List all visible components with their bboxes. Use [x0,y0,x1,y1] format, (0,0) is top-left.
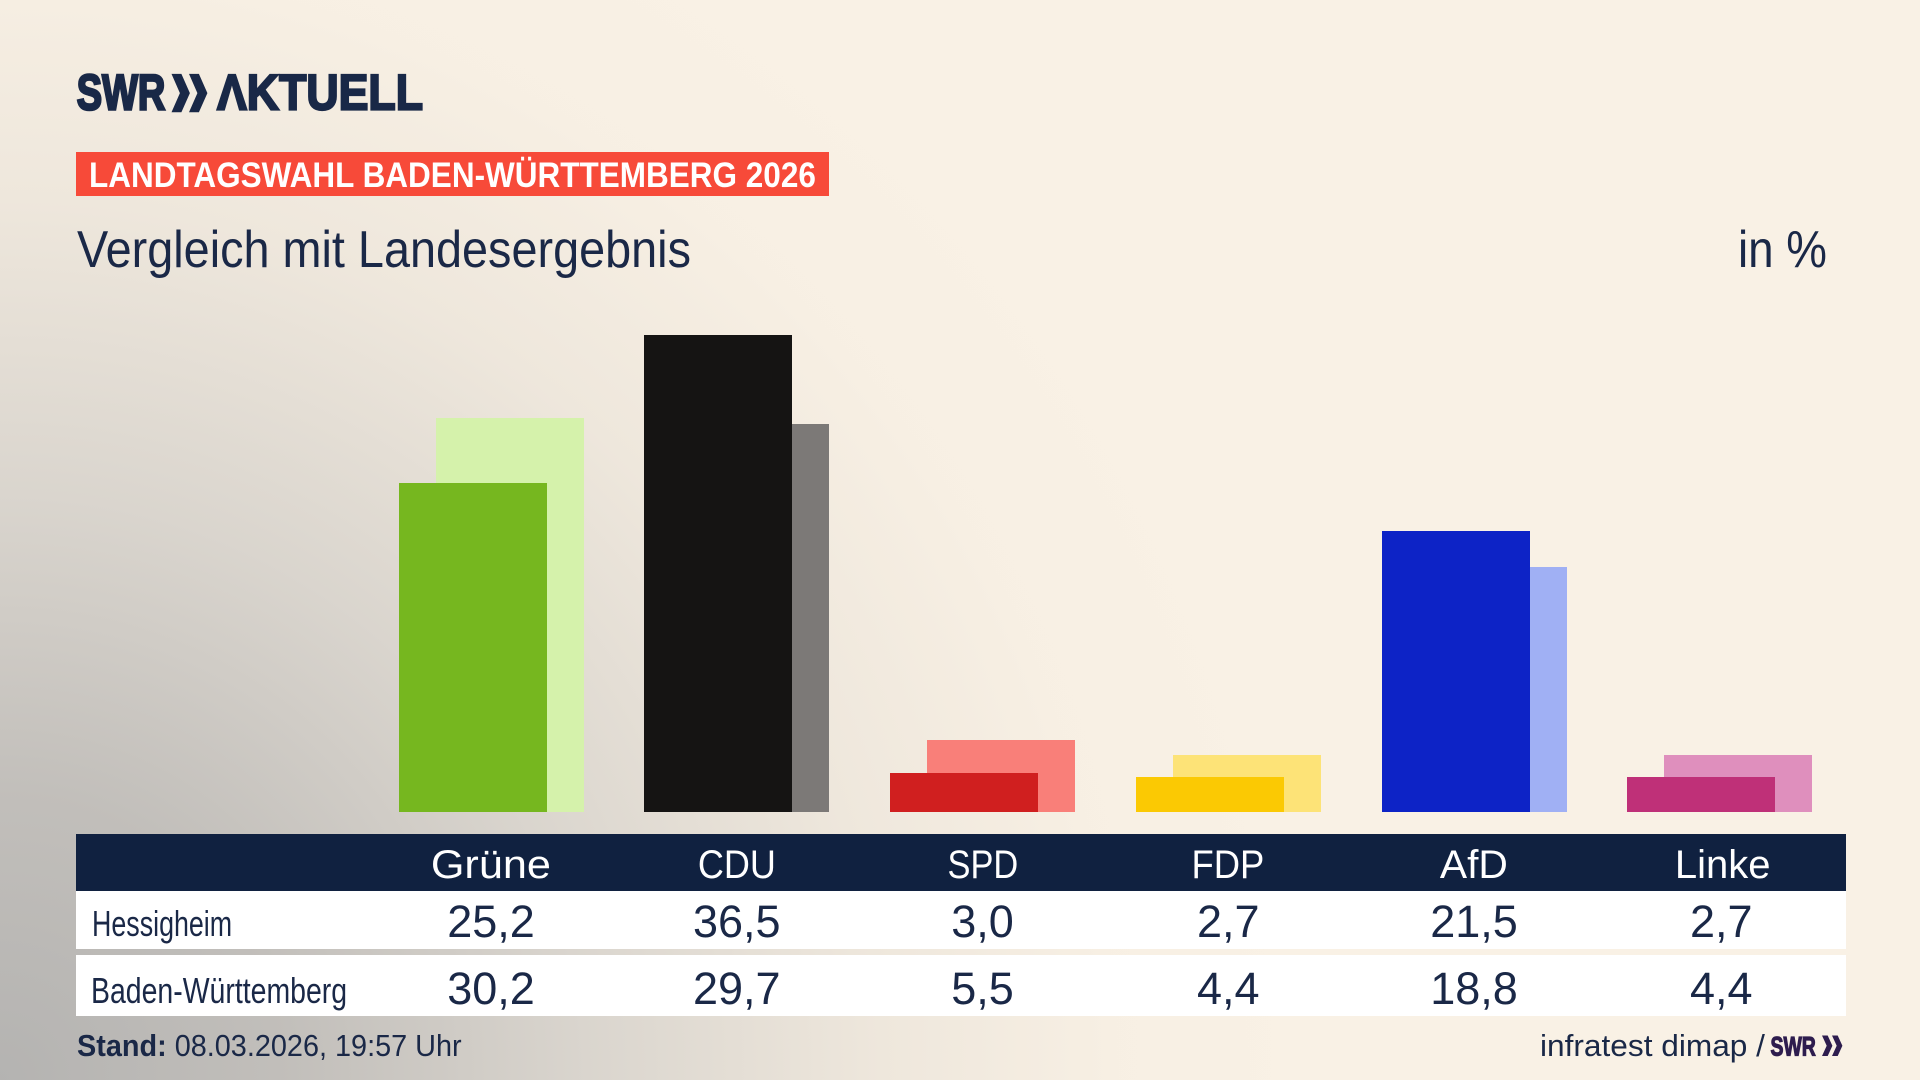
svg-text:SWR: SWR [77,66,166,121]
svg-text:SWR: SWR [1771,1035,1816,1058]
svg-text:ΛKTUELL: ΛKTUELL [217,66,423,121]
